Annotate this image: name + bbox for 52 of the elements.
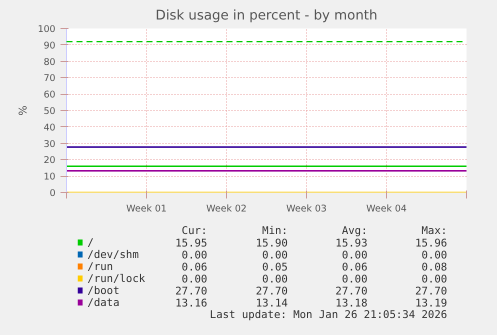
text: Cur: (182, 224, 208, 237)
text: 27.70 (175, 284, 208, 298)
text: 0.00 (422, 272, 448, 286)
y-tick-label: 50 (44, 106, 56, 117)
text: 0.00 (182, 272, 208, 286)
text: 0.05 (262, 260, 288, 274)
y-tick-label: 30 (44, 138, 56, 150)
text: 15.95 (175, 236, 208, 250)
text: Min: (262, 224, 288, 237)
text: Max: (422, 224, 448, 237)
text: 27.70 (415, 284, 448, 298)
y-tick-label: 40 (44, 122, 56, 134)
y-tick-label: 80 (44, 56, 56, 68)
y-axis-title: % (16, 105, 30, 116)
text: 27.70 (335, 284, 368, 298)
text: 0.00 (262, 248, 288, 262)
text: 0.00 (342, 248, 368, 262)
text: 0.08 (422, 260, 448, 274)
legend-label: /run/lock (87, 272, 146, 285)
legend-label: /run (87, 260, 114, 273)
y-tick-label: 10 (44, 172, 56, 183)
x-tick-label: Week 01 (126, 204, 167, 214)
text: Last update: Mon Jan 26 21:05:34 2026 (210, 308, 448, 321)
text: 15.93 (335, 236, 368, 250)
y-tick-label: 70 (44, 73, 56, 84)
text: 0.00 (262, 272, 288, 286)
text: 13.19 (415, 296, 448, 310)
text: 13.18 (335, 296, 368, 310)
chart-title: Disk usage in percent - by month (156, 8, 378, 24)
text: 27.70 (256, 284, 288, 298)
y-tick-label: 100 (38, 24, 56, 35)
text: 0.00 (182, 248, 208, 262)
y-tick-label: 60 (44, 90, 56, 101)
text: 0.06 (182, 260, 208, 274)
y-tick-label: 0 (50, 188, 56, 199)
legend-label: / (87, 236, 94, 249)
y-tick-label: 20 (44, 155, 56, 166)
legend-label: /dev/shm (87, 248, 139, 261)
legend-label: /data (87, 296, 120, 309)
text: 13.16 (175, 296, 208, 310)
text: 0.00 (422, 248, 448, 262)
text: 0.06 (342, 260, 368, 274)
text: 0.00 (342, 272, 368, 286)
y-tick-label: 90 (44, 40, 56, 52)
text: 15.90 (256, 236, 288, 250)
text: 15.96 (415, 236, 448, 250)
legend-label: /boot (87, 284, 120, 297)
x-tick-label: Week 04 (366, 204, 407, 214)
text: Avg: (342, 224, 368, 237)
x-tick-label: Week 03 (286, 204, 327, 214)
x-tick-label: Week 02 (206, 204, 247, 214)
text: 13.14 (256, 296, 288, 310)
